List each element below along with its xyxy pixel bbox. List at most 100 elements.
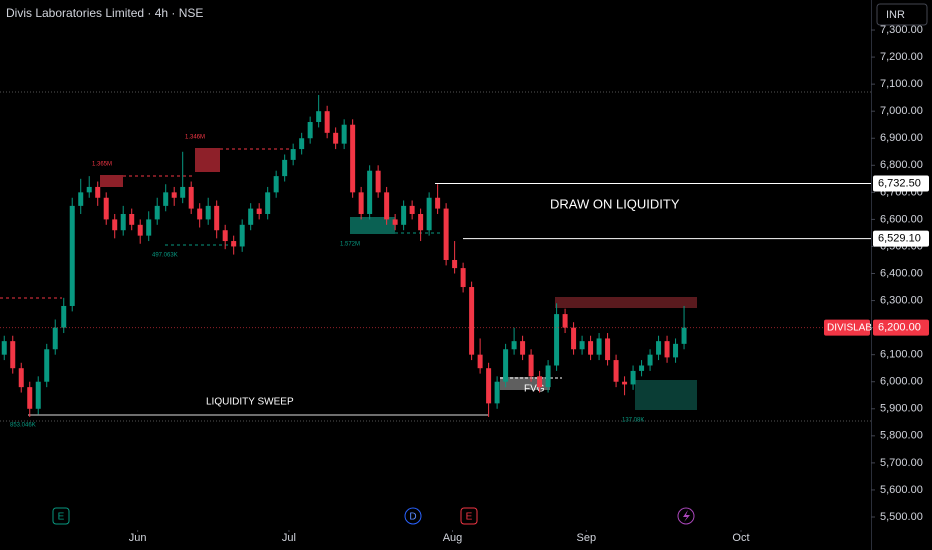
candle-body bbox=[554, 314, 560, 366]
candle-body bbox=[647, 354, 653, 366]
candle-body bbox=[256, 208, 262, 214]
y-tick-label: 5,500.00 bbox=[880, 511, 923, 523]
annotation: LIQUIDITY SWEEP bbox=[206, 397, 294, 408]
demand-box bbox=[350, 217, 395, 234]
candle-body bbox=[613, 360, 619, 382]
candle-body bbox=[460, 268, 466, 288]
candle-body bbox=[248, 208, 254, 225]
candle-body bbox=[443, 208, 449, 260]
candle-body bbox=[545, 365, 551, 388]
volume-label: 1.346M bbox=[185, 135, 205, 141]
candle-body bbox=[409, 205, 415, 214]
candle-body bbox=[435, 197, 441, 209]
chart-title: Divis Laboratories Limited · 4h · NSE bbox=[6, 6, 203, 20]
candle-body bbox=[103, 197, 109, 220]
symbol-tag bbox=[824, 319, 870, 336]
candle-body bbox=[282, 159, 288, 177]
candle-body bbox=[367, 170, 373, 214]
y-tick-label: 5,700.00 bbox=[880, 457, 923, 469]
candle-body bbox=[579, 341, 585, 350]
symbol-label: DIVISLAB bbox=[827, 322, 872, 333]
event-icon[interactable] bbox=[460, 507, 478, 525]
candle-body bbox=[341, 124, 347, 144]
candle-body bbox=[605, 338, 611, 361]
candle-body bbox=[120, 213, 126, 231]
x-tick-label: Oct bbox=[732, 532, 749, 544]
level-tag bbox=[873, 175, 929, 192]
event-icon[interactable] bbox=[404, 507, 422, 525]
candle-body bbox=[171, 192, 177, 198]
candle-body bbox=[486, 368, 492, 404]
event-icon[interactable] bbox=[677, 507, 695, 525]
volume-label: 1.572M bbox=[340, 242, 360, 248]
event-label: E bbox=[466, 512, 473, 523]
candle-body bbox=[477, 354, 483, 369]
candle-body bbox=[588, 341, 594, 355]
level-tag bbox=[873, 230, 929, 247]
candle-body bbox=[188, 186, 194, 209]
event-label: E bbox=[58, 512, 65, 523]
candle-body bbox=[656, 341, 662, 355]
y-tick-label: 6,300.00 bbox=[880, 294, 923, 306]
level-label: 6,732.50 bbox=[878, 177, 921, 189]
candle-body bbox=[69, 205, 75, 306]
candle-body bbox=[375, 170, 381, 193]
candle-body bbox=[639, 365, 645, 371]
volume-label: 1.365M bbox=[92, 162, 112, 168]
candle-body bbox=[511, 341, 517, 350]
candle-body bbox=[197, 208, 203, 220]
candle-body bbox=[78, 192, 84, 206]
event-icon[interactable] bbox=[52, 507, 70, 525]
supply-box bbox=[195, 148, 220, 172]
candle-body bbox=[426, 197, 432, 231]
candle-body bbox=[137, 224, 143, 236]
volume-label: 137.08K bbox=[622, 418, 644, 424]
supply-zone bbox=[555, 297, 697, 308]
y-tick-label: 5,600.00 bbox=[880, 484, 923, 496]
candle-body bbox=[239, 224, 245, 247]
y-tick-label: 6,400.00 bbox=[880, 267, 923, 279]
candle-body bbox=[35, 381, 41, 409]
candle-body bbox=[350, 124, 356, 193]
candle-body bbox=[154, 205, 160, 220]
candle-body bbox=[273, 176, 279, 193]
candle-body bbox=[571, 327, 577, 350]
volume-label: 853.046K bbox=[10, 423, 36, 429]
candle-body bbox=[52, 327, 58, 350]
supply-box bbox=[100, 175, 123, 187]
y-tick-label: 5,900.00 bbox=[880, 403, 923, 415]
candle-body bbox=[673, 343, 679, 358]
candle-body bbox=[18, 368, 24, 388]
candle-body bbox=[95, 186, 101, 198]
candle-body bbox=[180, 186, 186, 198]
x-tick-label: Jun bbox=[129, 532, 147, 544]
x-tick-label: Sep bbox=[577, 532, 597, 544]
candle-body bbox=[112, 219, 118, 231]
candle-body bbox=[681, 327, 687, 344]
x-tick-label: Jul bbox=[282, 532, 296, 544]
candle-body bbox=[392, 219, 398, 225]
candle-body bbox=[44, 349, 50, 382]
candle-body bbox=[503, 349, 509, 382]
lightning-icon bbox=[683, 510, 690, 522]
x-tick-label: Aug bbox=[443, 532, 463, 544]
candle-body bbox=[10, 341, 16, 369]
candle-body bbox=[222, 230, 228, 242]
candle-body bbox=[61, 305, 67, 328]
y-tick-label: 6,000.00 bbox=[880, 376, 923, 388]
candle-body bbox=[205, 205, 211, 220]
y-tick-label: 6,100.00 bbox=[880, 349, 923, 361]
annotation: FVG bbox=[524, 384, 545, 395]
candle-body bbox=[537, 376, 543, 388]
annotation: DRAW ON LIQUIDITY bbox=[550, 196, 680, 211]
level-label: 6,529.10 bbox=[878, 232, 921, 244]
candle-body bbox=[384, 192, 390, 220]
candle-body bbox=[418, 213, 424, 231]
candle-body bbox=[231, 241, 237, 247]
y-tick-label: 6,900.00 bbox=[880, 132, 923, 144]
candle-body bbox=[596, 338, 602, 355]
candle-body bbox=[86, 186, 92, 193]
candle-body bbox=[290, 149, 296, 160]
currency-button[interactable] bbox=[876, 3, 928, 26]
